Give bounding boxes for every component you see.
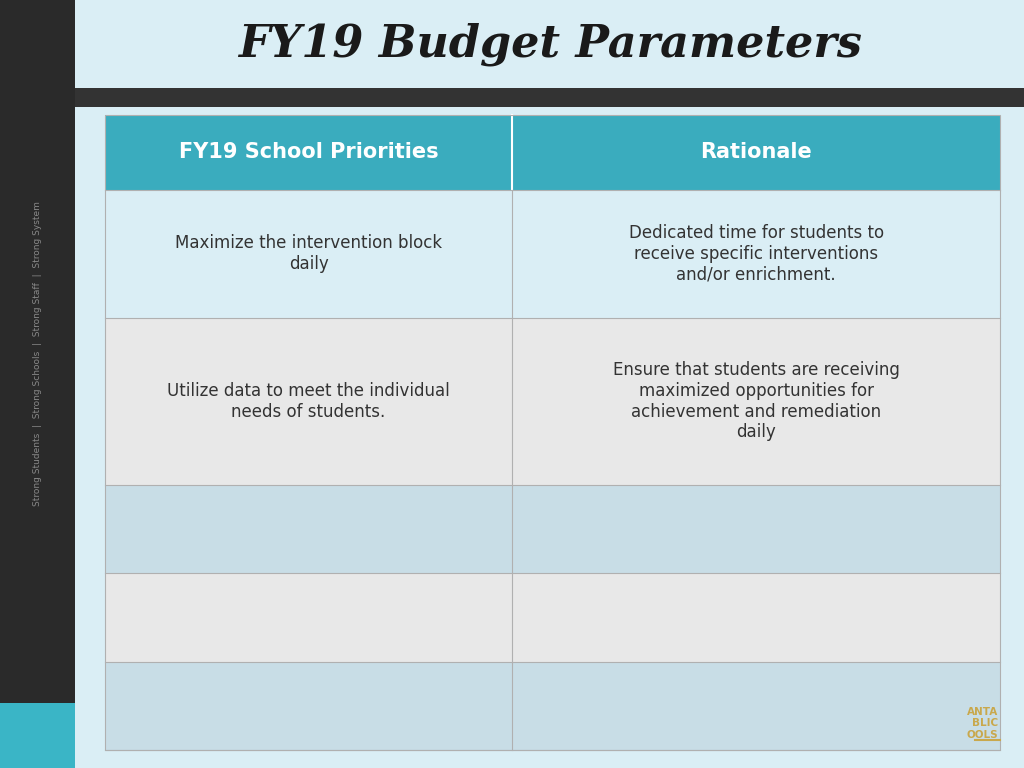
Text: Ensure that students are receiving
maximized opportunities for
achievement and r: Ensure that students are receiving maxim… xyxy=(612,361,899,442)
Bar xyxy=(0,0,75,768)
Text: Rationale: Rationale xyxy=(700,143,812,163)
Bar xyxy=(105,485,1000,573)
Text: FY19 Budget Parameters: FY19 Budget Parameters xyxy=(238,22,861,66)
Bar xyxy=(0,703,75,768)
Bar xyxy=(105,190,1000,318)
Bar xyxy=(105,115,1000,750)
Text: Maximize the intervention block
daily: Maximize the intervention block daily xyxy=(175,234,442,273)
Text: ANTA
BLIC
OOLS: ANTA BLIC OOLS xyxy=(967,707,998,740)
Bar xyxy=(75,88,1024,107)
Text: Utilize data to meet the individual
needs of students.: Utilize data to meet the individual need… xyxy=(167,382,450,421)
Bar xyxy=(105,115,1000,190)
Text: Dedicated time for students to
receive specific interventions
and/or enrichment.: Dedicated time for students to receive s… xyxy=(629,224,884,283)
Bar xyxy=(105,661,1000,750)
Bar xyxy=(105,318,1000,485)
Text: FY19 School Priorities: FY19 School Priorities xyxy=(179,143,438,163)
Bar xyxy=(105,573,1000,661)
Text: Strong Students  |  Strong Schools  |  Strong Staff  |  Strong System: Strong Students | Strong Schools | Stron… xyxy=(33,201,42,506)
